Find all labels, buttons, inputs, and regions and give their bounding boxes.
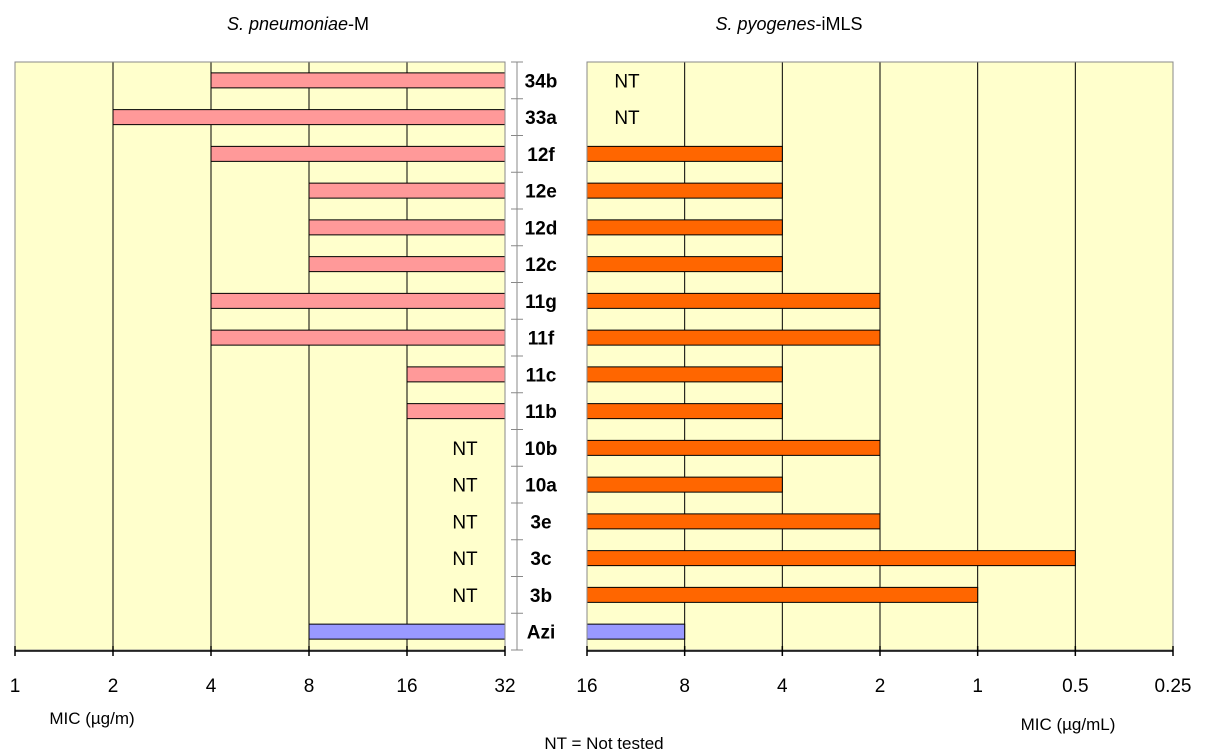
right-bar-11g [586, 292, 881, 309]
left-nt-label: NT [452, 439, 478, 460]
category-label-34b: 34b [525, 71, 558, 92]
category-label-12d: 12d [525, 218, 558, 239]
category-labels: 34b 33a 12f 12e 12d 12c 11g 11f 11c 11b 10b 10a 3e 3c… [511, 61, 558, 651]
right-bar-3c [586, 550, 1076, 567]
category-label-3c: 3c [530, 549, 552, 570]
left-x-axis-title: MIC (µg/m) [49, 709, 134, 728]
right-tick-label: 1 [972, 676, 983, 697]
left-tick-label: 8 [304, 676, 315, 697]
right-bar-11f [586, 329, 881, 346]
left-bar-12c [308, 256, 506, 273]
right-bar-12d [586, 219, 783, 236]
right-bar-10b [586, 439, 881, 456]
right-bar-3b [586, 586, 979, 603]
left-bar-33a [112, 109, 506, 126]
left-bar-Azi [308, 623, 506, 640]
left-nt-label: NT [452, 586, 478, 607]
right-bar-12f [586, 145, 783, 162]
right-tick-label: 4 [777, 676, 788, 697]
right-nt-label: NT [614, 71, 640, 92]
right-chart-title: S. pyogenes-iMLS [715, 14, 862, 34]
left-bar-34b [210, 72, 506, 89]
right-tick-label: 2 [875, 676, 886, 697]
category-label-33a: 33a [525, 108, 557, 129]
right-plot-area: NT NT [586, 61, 1174, 651]
right-title-italic: S. pyogenes [715, 14, 815, 34]
category-label-Azi: Azi [527, 623, 556, 644]
right-tick-label: 16 [576, 676, 597, 697]
right-nt-label: NT [614, 108, 640, 129]
right-bar-Azi [586, 623, 686, 640]
left-bar-12e [308, 182, 506, 199]
left-bar-11b [406, 403, 506, 420]
left-plot-border [14, 61, 506, 651]
category-label-11g: 11g [525, 292, 557, 313]
left-bar-12d [308, 219, 506, 236]
right-title-suffix: -iMLS [816, 14, 863, 34]
right-tick-label: 0.5 [1062, 676, 1088, 697]
left-nt-label: NT [452, 512, 478, 533]
right-tick-label: 0.25 [1155, 676, 1192, 697]
left-title-italic: S. pneumoniae [227, 14, 348, 34]
left-tick-label: 1 [10, 676, 21, 697]
category-label-3e: 3e [530, 512, 551, 533]
left-bar-11f [210, 329, 506, 346]
category-label-11c: 11c [526, 365, 557, 386]
left-tick-label: 16 [396, 676, 417, 697]
left-nt-label: NT [452, 549, 478, 570]
category-label-10a: 10a [525, 476, 557, 497]
footnote: NT = Not tested [544, 734, 663, 753]
left-tick-label: 32 [494, 676, 515, 697]
right-bar-12c [586, 256, 783, 273]
category-label-11f: 11f [528, 329, 555, 350]
left-plot-area: NT NT NT NT NT [14, 61, 506, 651]
category-label-12f: 12f [527, 145, 555, 166]
left-tick-label: 2 [108, 676, 119, 697]
right-bar-10a [586, 476, 783, 493]
left-chart-title: S. pneumoniae-M [227, 14, 369, 34]
right-x-axis-title: MIC (µg/mL) [1021, 715, 1116, 734]
left-tick-label: 4 [206, 676, 217, 697]
right-tick-label: 8 [679, 676, 690, 697]
category-label-3b: 3b [530, 586, 552, 607]
left-nt-label: NT [452, 476, 478, 497]
left-bar-12f [210, 145, 506, 162]
right-bar-11b [586, 403, 783, 420]
category-label-12e: 12e [525, 182, 557, 203]
right-bar-11c [586, 366, 783, 383]
category-label-10b: 10b [525, 439, 558, 460]
right-bar-12e [586, 182, 783, 199]
right-bar-3e [586, 513, 881, 530]
left-bar-11c [406, 366, 506, 383]
left-title-suffix: -M [348, 14, 369, 34]
left-bar-11g [210, 292, 506, 309]
category-label-12c: 12c [525, 255, 557, 276]
category-label-11b: 11b [525, 402, 557, 423]
left-x-axis: 1 2 4 8 16 32 [10, 646, 516, 697]
right-x-axis: 16 8 4 2 1 0.5 0.25 [576, 646, 1191, 697]
